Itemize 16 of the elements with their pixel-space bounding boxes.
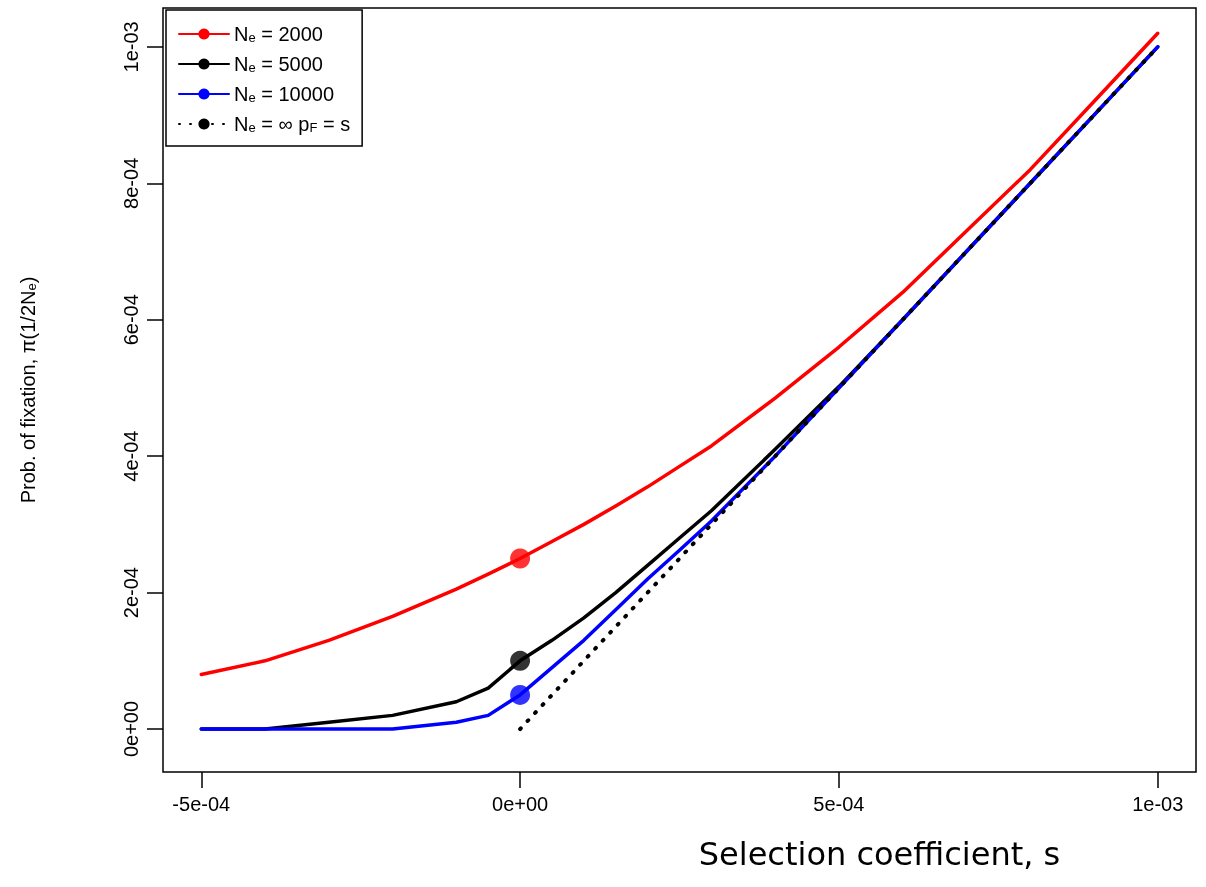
legend-label: Ne = 10000 <box>234 83 335 105</box>
y-axis-title: Prob. of fixation, π(1/2Ne) <box>17 276 39 504</box>
x-axis-title: Selection coefficient, s <box>698 835 1061 873</box>
x-tick-label: 0e+00 <box>492 793 549 815</box>
y-tick-label: 8e-04 <box>120 157 142 209</box>
y-tick-label: 4e-04 <box>120 430 142 482</box>
y-tick-label: 6e-04 <box>120 294 142 346</box>
legend-label: Ne = ∞ pF = s <box>234 113 351 135</box>
legend-label: Ne = 5000 <box>234 53 323 75</box>
y-tick-label: 0e+00 <box>120 700 142 758</box>
x-tick-label: 5e-04 <box>813 793 865 815</box>
x-tick-label: -5e-04 <box>172 793 231 815</box>
legend-label: Ne = 2000 <box>234 23 323 45</box>
y-tick-label: 2e-04 <box>120 567 142 619</box>
x-tick-label: 1e-03 <box>1132 793 1184 815</box>
y-tick-label: 1e-03 <box>120 21 142 73</box>
